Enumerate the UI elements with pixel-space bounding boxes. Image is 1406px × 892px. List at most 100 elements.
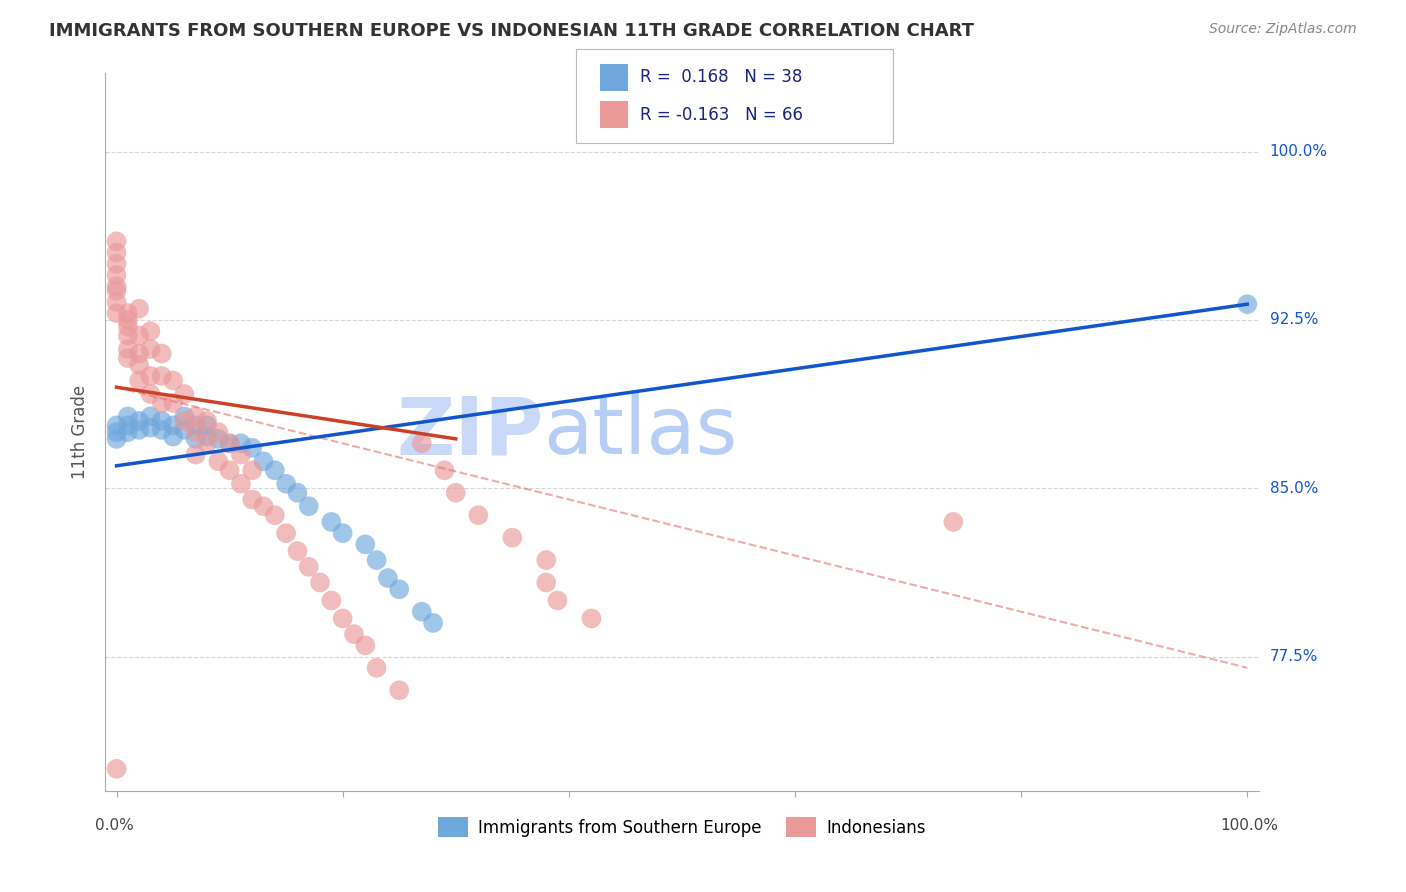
- Text: 77.5%: 77.5%: [1270, 649, 1317, 664]
- Point: [117, 351, 139, 365]
- Point: [128, 346, 150, 360]
- Point: [195, 414, 218, 428]
- Point: [240, 441, 263, 455]
- Text: Source: ZipAtlas.com: Source: ZipAtlas.com: [1209, 22, 1357, 37]
- Point: [276, 476, 298, 491]
- Text: 85.0%: 85.0%: [1270, 481, 1317, 496]
- Point: [117, 425, 139, 439]
- Point: [128, 301, 150, 316]
- Point: [150, 396, 173, 410]
- Point: [298, 559, 321, 574]
- Point: [321, 593, 343, 607]
- Legend: Immigrants from Southern Europe, Indonesians: Immigrants from Southern Europe, Indones…: [432, 810, 932, 844]
- Point: [252, 499, 274, 513]
- Point: [195, 429, 218, 443]
- Point: [105, 425, 128, 439]
- Point: [105, 418, 128, 433]
- Point: [162, 429, 184, 443]
- Point: [184, 409, 207, 424]
- Point: [388, 683, 411, 698]
- Point: [150, 423, 173, 437]
- Point: [173, 423, 195, 437]
- Text: 100.0%: 100.0%: [1220, 818, 1278, 833]
- Point: [173, 409, 195, 424]
- Point: [240, 463, 263, 477]
- Point: [105, 245, 128, 260]
- Point: [105, 235, 128, 249]
- Text: IMMIGRANTS FROM SOUTHERN EUROPE VS INDONESIAN 11TH GRADE CORRELATION CHART: IMMIGRANTS FROM SOUTHERN EUROPE VS INDON…: [49, 22, 974, 40]
- Point: [128, 328, 150, 343]
- Point: [354, 639, 377, 653]
- Text: 92.5%: 92.5%: [1270, 312, 1319, 327]
- Point: [162, 374, 184, 388]
- Point: [117, 319, 139, 334]
- Point: [501, 531, 523, 545]
- Point: [150, 414, 173, 428]
- Point: [444, 485, 467, 500]
- Point: [218, 436, 240, 450]
- Point: [377, 571, 399, 585]
- Point: [117, 306, 139, 320]
- Point: [534, 553, 557, 567]
- Point: [218, 436, 240, 450]
- Text: R = -0.163   N = 66: R = -0.163 N = 66: [640, 105, 803, 123]
- Point: [321, 515, 343, 529]
- Point: [173, 414, 195, 428]
- Point: [309, 575, 332, 590]
- Point: [942, 515, 965, 529]
- Point: [139, 324, 162, 338]
- Text: R =  0.168   N = 38: R = 0.168 N = 38: [640, 69, 801, 87]
- Point: [534, 575, 557, 590]
- Point: [139, 387, 162, 401]
- Point: [287, 485, 309, 500]
- Point: [229, 448, 252, 462]
- Point: [411, 605, 433, 619]
- Point: [117, 328, 139, 343]
- Point: [162, 418, 184, 433]
- Point: [128, 374, 150, 388]
- Point: [117, 418, 139, 433]
- Point: [195, 436, 218, 450]
- Point: [105, 306, 128, 320]
- Point: [467, 508, 489, 523]
- Point: [1236, 297, 1258, 311]
- Point: [128, 423, 150, 437]
- Point: [184, 432, 207, 446]
- Point: [195, 418, 218, 433]
- Point: [105, 284, 128, 298]
- Point: [128, 414, 150, 428]
- Text: 100.0%: 100.0%: [1270, 144, 1327, 159]
- Point: [366, 553, 388, 567]
- Text: atlas: atlas: [544, 393, 738, 471]
- Point: [105, 257, 128, 271]
- Point: [162, 396, 184, 410]
- Point: [240, 492, 263, 507]
- Point: [332, 611, 354, 625]
- Point: [252, 454, 274, 468]
- Point: [229, 436, 252, 450]
- Point: [343, 627, 366, 641]
- Point: [117, 313, 139, 327]
- Point: [105, 294, 128, 309]
- Point: [547, 593, 569, 607]
- Point: [139, 369, 162, 384]
- Text: 0.0%: 0.0%: [94, 818, 134, 833]
- Point: [218, 463, 240, 477]
- Point: [263, 508, 285, 523]
- Point: [354, 537, 377, 551]
- Point: [433, 463, 456, 477]
- Point: [117, 342, 139, 356]
- Point: [581, 611, 603, 625]
- Point: [207, 454, 229, 468]
- Point: [184, 418, 207, 433]
- Point: [184, 448, 207, 462]
- Point: [184, 425, 207, 439]
- Point: [150, 369, 173, 384]
- Point: [287, 544, 309, 558]
- Point: [173, 387, 195, 401]
- Point: [229, 476, 252, 491]
- Point: [105, 762, 128, 776]
- Text: ZIP: ZIP: [396, 393, 544, 471]
- Point: [117, 409, 139, 424]
- Point: [105, 432, 128, 446]
